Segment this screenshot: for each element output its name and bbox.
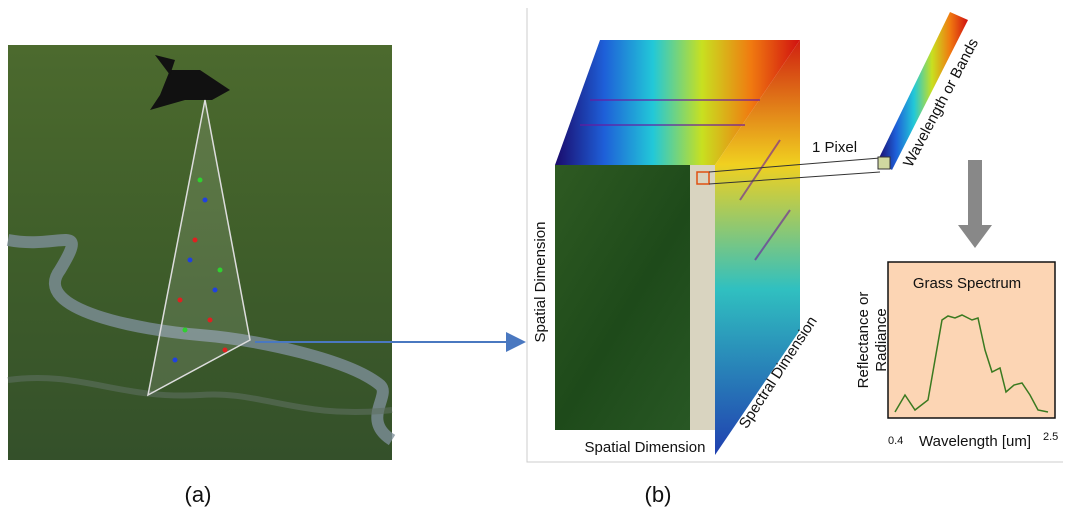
x-end: 2.5 — [1043, 431, 1058, 443]
x-label: Wavelength [um] — [919, 433, 1031, 450]
down-arrow — [958, 160, 992, 248]
pixel-label: 1 Pixel — [812, 139, 857, 156]
spatial-vertical: Spatial Dimension — [532, 222, 549, 343]
aerial-photo — [8, 45, 392, 460]
y-label-line: Radiance — [873, 308, 890, 371]
spectrum-title: Grass Spectrum — [913, 275, 1021, 292]
x-start: 0.4 — [888, 435, 903, 447]
caption: (a) — [185, 482, 212, 507]
spatial-horizontal: Spatial Dimension — [585, 439, 706, 456]
y-label-line: Reflectance or — [855, 292, 872, 389]
figure: Spatial Dimension Spatial Dimension Spec… — [0, 0, 1065, 519]
caption: (b) — [645, 482, 672, 507]
